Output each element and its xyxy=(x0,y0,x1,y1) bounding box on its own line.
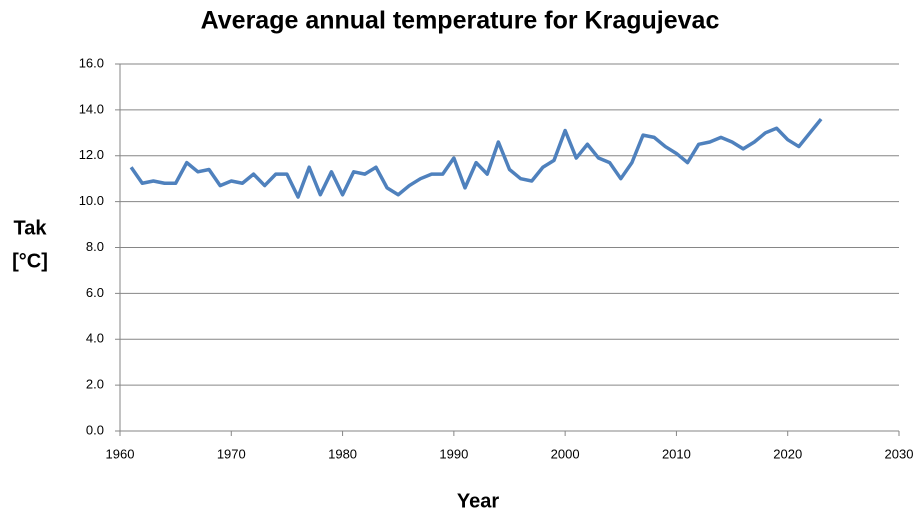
data-line xyxy=(129,117,823,199)
y-tick-label: 10.0 xyxy=(79,193,104,208)
y-axis-title: [°C] xyxy=(12,250,48,272)
y-tick-label: 8.0 xyxy=(86,239,104,254)
x-tick-label: 1970 xyxy=(217,446,246,461)
y-axis-title: Tak xyxy=(14,217,48,239)
y-tick-label: 12.0 xyxy=(79,147,104,162)
x-tick-label: 1960 xyxy=(106,446,135,461)
chart-title: Average annual temperature for Kragujeva… xyxy=(201,7,720,35)
x-tick-label: 1990 xyxy=(439,446,468,461)
y-tick-label: 6.0 xyxy=(86,285,104,300)
x-tick-label: 2000 xyxy=(551,446,580,461)
y-tick-label: 4.0 xyxy=(86,331,104,346)
y-tick-label: 0.0 xyxy=(86,422,104,437)
x-axis-title: Year xyxy=(457,490,499,512)
x-tick-label: 2010 xyxy=(662,446,691,461)
y-tick-label: 2.0 xyxy=(86,377,104,392)
x-tick-label: 2020 xyxy=(773,446,802,461)
y-tick-label: 14.0 xyxy=(79,101,104,116)
x-tick-label: 1980 xyxy=(328,446,357,461)
x-tick-label: 2030 xyxy=(885,446,914,461)
y-tick-label: 16.0 xyxy=(79,55,104,70)
